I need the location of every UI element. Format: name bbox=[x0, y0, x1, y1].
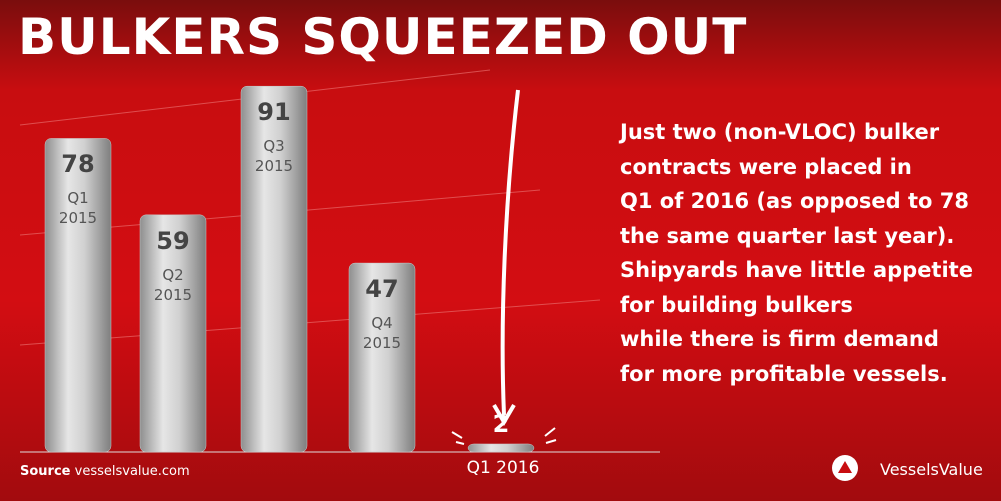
category-label: Q1 2016 bbox=[466, 458, 540, 478]
bar bbox=[44, 138, 112, 453]
brand: VesselsValue bbox=[880, 460, 983, 479]
note-line: while there is firm demand bbox=[620, 327, 939, 351]
value-label: 59 bbox=[156, 226, 190, 255]
bar bbox=[240, 85, 308, 453]
source-text: vesselsvalue.com bbox=[74, 464, 190, 479]
value-label: 47 bbox=[365, 275, 399, 304]
note-line: for building bulkers bbox=[620, 292, 853, 317]
note-line: contracts were placed in bbox=[620, 154, 912, 179]
title: BULKERS SQUEEZED OUT bbox=[18, 8, 748, 66]
bar bbox=[139, 214, 207, 453]
arrow bbox=[500, 89, 520, 416]
arrow-head bbox=[492, 403, 516, 426]
value-label: 2 bbox=[492, 409, 510, 438]
category-label: Q4 2015 bbox=[362, 314, 402, 353]
category-label: Q2 2015 bbox=[153, 265, 193, 304]
note-line: for more profitable vessels. bbox=[620, 361, 948, 386]
category-label: Q1 2015 bbox=[58, 189, 98, 228]
source: Source vesselsvalue.com bbox=[20, 464, 190, 479]
note-line: the same quarter last year). bbox=[620, 223, 955, 248]
note-line: Just two (non-VLOC) bulker bbox=[620, 120, 940, 144]
value-label: 91 bbox=[257, 98, 291, 127]
brand-logo bbox=[832, 455, 858, 481]
bar bbox=[467, 443, 535, 453]
source-label: Source bbox=[20, 464, 71, 479]
value-label: 78 bbox=[61, 150, 95, 179]
note-line: Shipyards have little appetite bbox=[620, 258, 973, 282]
sparks bbox=[451, 427, 557, 445]
note-line: Q1 of 2016 (as opposed to 78 bbox=[620, 189, 969, 213]
category-label: Q3 2015 bbox=[254, 137, 294, 176]
bar bbox=[348, 262, 416, 453]
